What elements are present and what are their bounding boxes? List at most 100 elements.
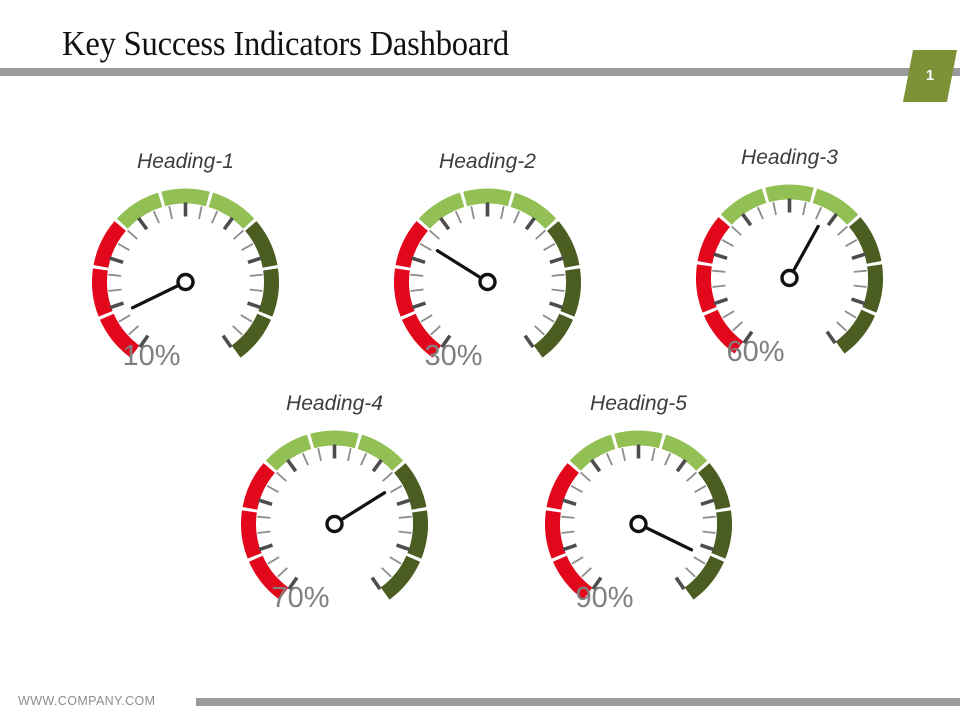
gauge-needle[interactable] xyxy=(636,522,694,552)
gauge-minor-tick xyxy=(815,206,823,220)
gauge-major-tick xyxy=(221,334,233,349)
gauge-band-segment xyxy=(546,221,580,268)
gauge-title-3: Heading-3 xyxy=(741,146,838,169)
gauge-minor-tick xyxy=(535,229,546,240)
gauge-major-tick xyxy=(742,330,754,345)
gauge-band-segment xyxy=(401,313,442,358)
gauge-major-tick xyxy=(440,334,452,349)
gauge-title-1: Heading-1 xyxy=(137,150,234,173)
gauge-band-segment xyxy=(703,309,744,354)
gauge-minor-tick xyxy=(240,314,253,323)
gauge-needle-hub xyxy=(629,514,648,534)
gauge-dial-3 xyxy=(682,174,897,354)
gauge-major-tick xyxy=(562,498,577,507)
gauge-minor-tick xyxy=(561,530,575,534)
gauge-minor-tick xyxy=(731,225,742,236)
gauge-band-segment xyxy=(357,434,404,471)
gauge-minor-tick xyxy=(398,530,412,534)
gauge-minor-tick xyxy=(542,314,555,323)
gauge-minor-tick xyxy=(257,515,271,519)
gauge-minor-tick xyxy=(233,229,244,240)
gauge-band-segment xyxy=(310,430,359,449)
gauge-minor-tick xyxy=(382,471,393,482)
footer-url: WWW.COMPANY.COM xyxy=(18,694,156,708)
gauge-major-tick xyxy=(825,330,837,345)
gauge-major-tick xyxy=(109,301,125,310)
gauge-dial-2 xyxy=(380,178,595,358)
gauge-minor-tick xyxy=(410,288,424,292)
gauge-value-4: 70% xyxy=(271,582,330,614)
gauge-minor-tick xyxy=(276,471,287,482)
gauge-minor-tick xyxy=(551,288,565,292)
gauge-needle-hub xyxy=(325,514,344,534)
gauge-band-segment xyxy=(546,463,580,510)
gauge-minor-tick xyxy=(845,238,858,247)
gauge-band-segment xyxy=(569,434,616,471)
gauge-minor-tick xyxy=(756,206,764,220)
gauge-band-segment xyxy=(862,264,883,313)
gauge-band-segment xyxy=(510,192,557,229)
gauge-major-tick xyxy=(287,576,299,591)
gauge-minor-tick xyxy=(702,515,716,519)
gauge-major-tick xyxy=(222,216,234,231)
gauge-minor-tick xyxy=(570,484,583,493)
gauge-minor-tick xyxy=(702,530,716,534)
gauge-minor-tick xyxy=(301,452,309,466)
gauge-value-2: 30% xyxy=(424,340,483,372)
gauge-minor-tick xyxy=(693,556,706,565)
gauge-title-2: Heading-2 xyxy=(439,150,536,173)
gauge-minor-tick xyxy=(551,273,565,277)
footer-divider xyxy=(196,698,960,706)
gauge-minor-tick xyxy=(694,484,707,493)
gauge-minor-tick xyxy=(802,202,807,216)
gauge-needle[interactable] xyxy=(130,280,188,310)
gauge-minor-tick xyxy=(454,210,462,224)
gauge-major-tick xyxy=(247,256,262,265)
gauge-band-segment xyxy=(552,555,593,600)
gauge-major-tick xyxy=(713,297,729,306)
gauge-major-tick xyxy=(396,498,411,507)
gauge-minor-tick xyxy=(534,325,545,336)
gauge-minor-tick xyxy=(581,567,592,578)
gauge-major-tick xyxy=(713,252,728,261)
gauge-band-segment xyxy=(242,463,276,510)
gauge-band-segment xyxy=(661,434,708,471)
gauge-minor-tick xyxy=(381,567,392,578)
gauge-minor-tick xyxy=(664,452,672,466)
gauge-minor-tick xyxy=(267,556,280,565)
gauge-needle[interactable] xyxy=(332,491,387,526)
gauge-minor-tick xyxy=(317,448,322,462)
gauge-minor-tick xyxy=(232,325,243,336)
gauge-minor-tick xyxy=(168,206,173,220)
gauge-minor-tick xyxy=(266,484,279,493)
gauge-band-segment xyxy=(407,510,428,559)
gauge-band-segment xyxy=(697,463,731,510)
gauge-svg xyxy=(92,188,279,358)
gauge-card-5[interactable]: Heading-5 90% xyxy=(531,392,746,637)
gauge-needle[interactable] xyxy=(787,224,820,280)
gauge-major-tick xyxy=(411,256,426,265)
gauge-band-segment xyxy=(720,188,767,225)
gauge-major-tick xyxy=(700,498,715,507)
gauge-needle[interactable] xyxy=(435,249,490,284)
gauge-card-1[interactable]: Heading-1 10% xyxy=(78,150,293,395)
gauge-minor-tick xyxy=(651,448,656,462)
gauge-minor-tick xyxy=(836,321,847,332)
gauge-minor-tick xyxy=(211,210,219,224)
gauge-card-2[interactable]: Heading-2 30% xyxy=(380,150,595,395)
page-title: Key Success Indicators Dashboard xyxy=(62,24,509,63)
gauge-minor-tick xyxy=(721,238,734,247)
gauge-minor-tick xyxy=(685,567,696,578)
gauge-minor-tick xyxy=(347,448,352,462)
gauge-minor-tick xyxy=(712,284,726,288)
gauge-card-4[interactable]: Heading-4 70% xyxy=(227,392,442,637)
gauge-band-segment xyxy=(393,463,427,510)
gauge-major-tick xyxy=(562,543,578,552)
gauge-minor-tick xyxy=(390,484,403,493)
gauge-band-segment xyxy=(697,217,731,264)
gauge-minor-tick xyxy=(580,471,591,482)
gauge-minor-tick xyxy=(430,325,441,336)
gauge-card-3[interactable]: Heading-3 60% xyxy=(682,146,897,391)
gauge-minor-tick xyxy=(128,325,139,336)
gauge-minor-tick xyxy=(513,210,521,224)
